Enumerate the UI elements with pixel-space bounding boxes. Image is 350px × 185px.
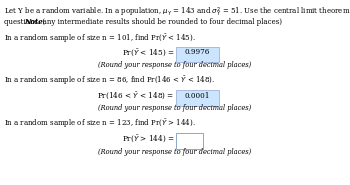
FancyBboxPatch shape [176, 47, 219, 62]
Text: In a random sample of size n = 86, find Pr(146 < $\bar{Y}$ < 148).: In a random sample of size n = 86, find … [4, 75, 215, 87]
Text: In a random sample of size n = 101, find Pr($\bar{Y}$ < 145).: In a random sample of size n = 101, find… [4, 32, 196, 45]
Text: Pr(146 < $\bar{Y}$ < 148) =: Pr(146 < $\bar{Y}$ < 148) = [97, 91, 175, 101]
Text: (Round your response to four decimal places): (Round your response to four decimal pla… [98, 148, 252, 156]
Text: 0.9976: 0.9976 [185, 48, 210, 56]
Text: Pr($\bar{Y}$ > 144) =: Pr($\bar{Y}$ > 144) = [122, 134, 175, 144]
FancyBboxPatch shape [176, 133, 203, 149]
Text: Let Y be a random variable. In a population, $\mu_Y$ = 143 and $\sigma^2_Y$ = 51: Let Y be a random variable. In a populat… [4, 6, 350, 19]
Text: questions. (: questions. ( [4, 18, 46, 26]
Text: (Round your response to four decimal places): (Round your response to four decimal pla… [98, 104, 252, 112]
Text: Note: Note [24, 18, 43, 26]
Text: : any intermediate results should be rounded to four decimal places): : any intermediate results should be rou… [38, 18, 282, 26]
Text: 0.0001: 0.0001 [185, 92, 210, 100]
Text: In a random sample of size n = 123, find Pr($\bar{Y}$ > 144).: In a random sample of size n = 123, find… [4, 118, 196, 130]
FancyBboxPatch shape [176, 90, 219, 106]
Text: (Round your response to four decimal places): (Round your response to four decimal pla… [98, 61, 252, 69]
Text: Pr($\bar{Y}$ < 145) =: Pr($\bar{Y}$ < 145) = [122, 47, 175, 58]
